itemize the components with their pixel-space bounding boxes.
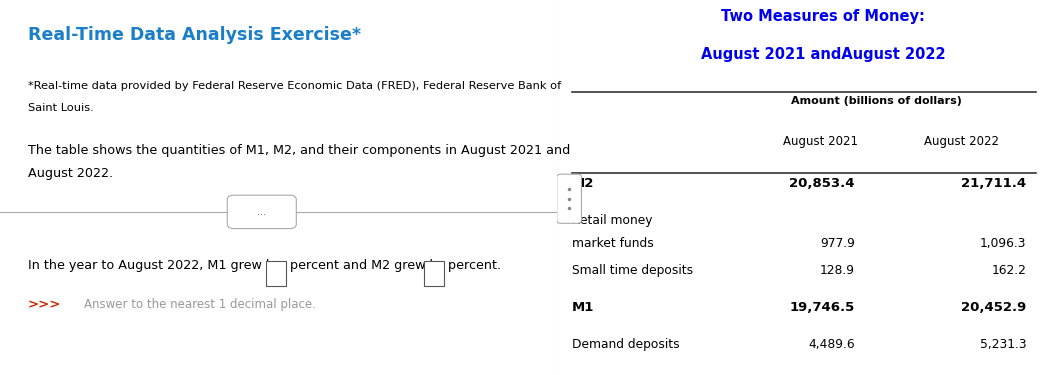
Text: 20,452.9: 20,452.9	[961, 301, 1026, 314]
Text: 162.2: 162.2	[992, 264, 1026, 278]
Text: >>>: >>>	[28, 298, 61, 311]
Text: ...: ...	[257, 207, 266, 217]
Text: percent.: percent.	[443, 260, 501, 273]
Text: Two Measures of Money:: Two Measures of Money:	[721, 9, 925, 24]
Text: The table shows the quantities of M1, M2, and their components in August 2021 an: The table shows the quantities of M1, M2…	[28, 144, 570, 158]
Text: Demand deposits: Demand deposits	[572, 338, 679, 351]
Text: 5,231.3: 5,231.3	[980, 338, 1026, 351]
Text: In the year to August 2022, M1 grew by: In the year to August 2022, M1 grew by	[28, 260, 285, 273]
Text: Amount (billions of dollars): Amount (billions of dollars)	[791, 96, 962, 106]
FancyBboxPatch shape	[227, 195, 297, 229]
Text: August 2021 andAugust 2022: August 2021 andAugust 2022	[701, 47, 945, 62]
Text: Retail money: Retail money	[572, 214, 652, 227]
Text: August 2022: August 2022	[923, 135, 998, 148]
FancyBboxPatch shape	[557, 174, 582, 223]
Text: M2: M2	[572, 177, 594, 190]
Text: *Real-time data provided by Federal Reserve Economic Data (FRED), Federal Reserv: *Real-time data provided by Federal Rese…	[28, 81, 561, 91]
Text: August 2022.: August 2022.	[28, 167, 113, 180]
Text: 4,489.6: 4,489.6	[808, 338, 855, 351]
Text: M1: M1	[572, 301, 594, 314]
Text: percent and M2 grew by: percent and M2 grew by	[285, 260, 449, 273]
Bar	[265, 261, 285, 286]
Bar	[424, 261, 443, 286]
Text: Small time deposits: Small time deposits	[572, 264, 692, 278]
Text: 20,853.4: 20,853.4	[789, 177, 855, 190]
Text: market funds: market funds	[572, 237, 654, 250]
Text: Real-Time Data Analysis Exercise*: Real-Time Data Analysis Exercise*	[28, 26, 361, 44]
Text: August 2021: August 2021	[783, 135, 858, 148]
Text: 977.9: 977.9	[819, 237, 855, 250]
Text: 19,746.5: 19,746.5	[789, 301, 855, 314]
Text: Answer to the nearest 1 decimal place.: Answer to the nearest 1 decimal place.	[83, 298, 315, 311]
Text: Saint Louis.: Saint Louis.	[28, 103, 94, 113]
Text: 21,711.4: 21,711.4	[961, 177, 1026, 190]
Text: 1,096.3: 1,096.3	[980, 237, 1026, 250]
Text: 128.9: 128.9	[819, 264, 855, 278]
